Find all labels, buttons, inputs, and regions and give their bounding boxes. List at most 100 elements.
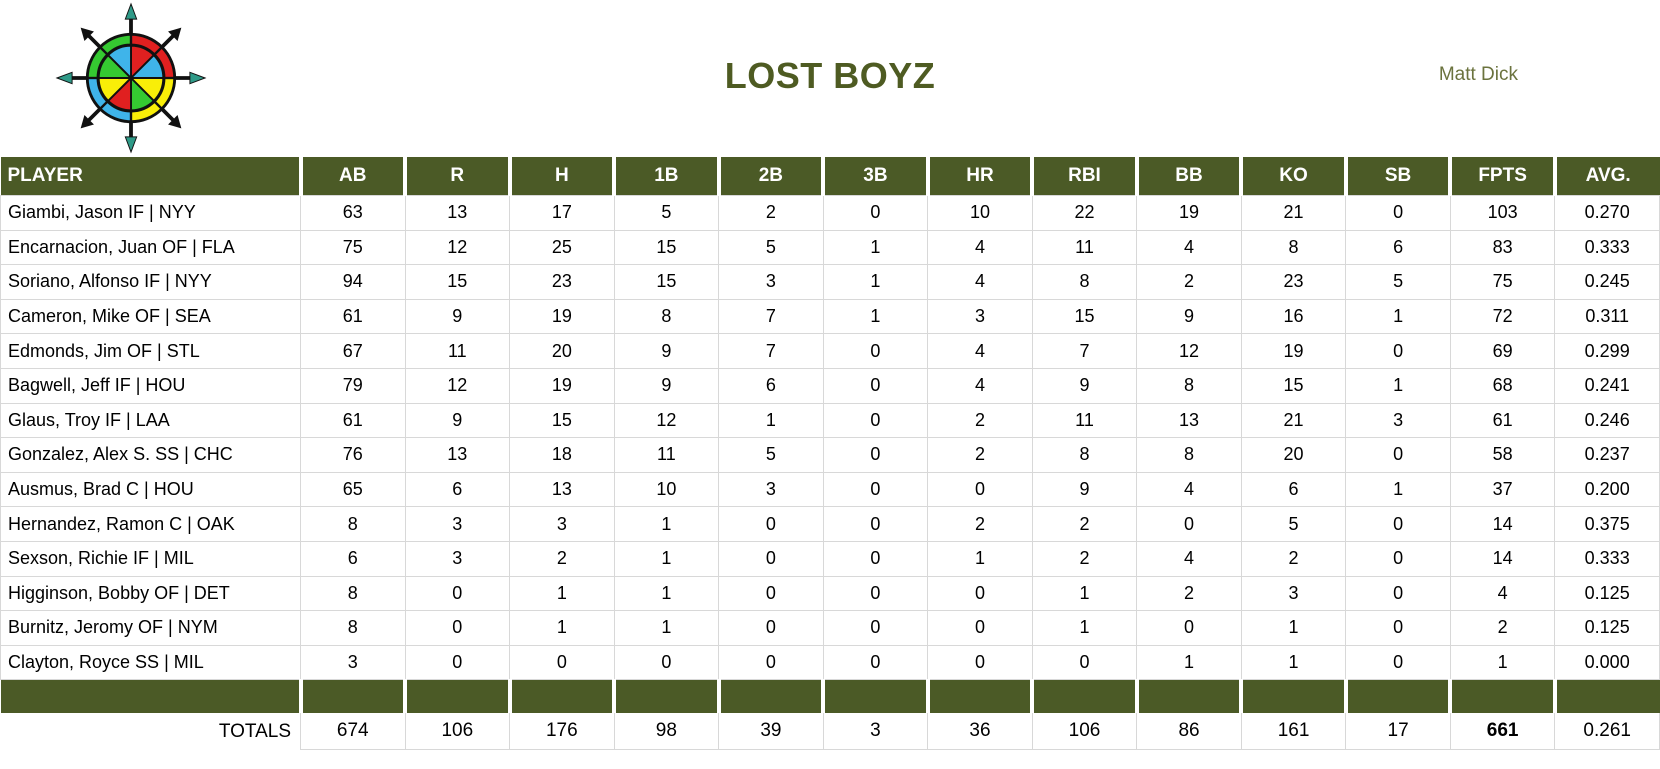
totals-stat-cell[interactable]: 98 [613,713,720,751]
stat-cell[interactable]: 0 [822,471,929,508]
stat-cell[interactable]: 3 [718,471,824,508]
stat-cell[interactable]: 4 [1136,229,1242,266]
col-header-fpts[interactable]: FPTS [1448,157,1555,196]
totals-stat-cell[interactable]: 674 [300,713,406,751]
stat-cell[interactable]: 0 [822,367,929,404]
stat-cell[interactable]: 8 [1240,229,1347,266]
stat-cell[interactable]: 15 [613,229,720,266]
stat-cell[interactable]: 94 [300,264,406,300]
player-cell[interactable]: Hernandez, Ramon C | OAK [0,506,301,542]
stat-cell[interactable]: 1 [1449,644,1556,681]
stat-cell[interactable]: 1 [1136,644,1242,681]
stat-cell[interactable]: 13 [404,437,511,473]
stat-cell[interactable]: 0 [822,333,929,369]
stat-cell[interactable]: 3 [404,506,511,542]
stat-cell[interactable]: 5 [613,195,720,231]
stat-cell[interactable]: 0 [1345,195,1451,231]
stat-cell[interactable]: 1 [822,298,929,335]
stat-cell[interactable]: 1 [1031,575,1138,612]
stat-cell[interactable]: 8 [1136,437,1242,473]
stat-cell[interactable]: 19 [1240,333,1347,369]
stat-cell[interactable]: 0 [718,644,824,681]
stat-cell[interactable]: 7 [718,333,824,369]
stat-cell[interactable]: 19 [509,298,615,335]
stat-cell[interactable]: 0 [1345,506,1451,542]
player-cell[interactable]: Bagwell, Jeff IF | HOU [0,367,301,404]
stat-cell[interactable]: 0 [822,575,929,612]
stat-cell[interactable]: 3 [509,506,615,542]
stat-cell[interactable]: 0 [822,195,929,231]
stat-cell[interactable]: 76 [300,437,406,473]
stat-cell[interactable]: 0 [927,610,1033,646]
stat-cell[interactable]: 15 [1240,367,1347,404]
stat-cell[interactable]: 4 [927,229,1033,266]
stat-cell[interactable]: 3 [718,264,824,300]
stat-cell[interactable]: 11 [613,437,720,473]
stat-cell[interactable]: 0.245 [1554,264,1660,300]
stat-cell[interactable]: 23 [509,264,615,300]
player-cell[interactable]: Higginson, Bobby OF | DET [0,575,301,612]
stat-cell[interactable]: 21 [1240,195,1347,231]
stat-cell[interactable]: 1 [1240,610,1347,646]
col-header-r[interactable]: R [403,157,510,196]
totals-stat-cell[interactable]: 661 [1449,713,1556,751]
stat-cell[interactable]: 12 [404,229,511,266]
player-cell[interactable]: Burnitz, Jeromy OF | NYM [0,610,301,646]
stat-cell[interactable]: 37 [1449,471,1556,508]
stat-cell[interactable]: 61 [300,402,406,439]
stat-cell[interactable]: 8 [300,506,406,542]
stat-cell[interactable]: 10 [927,195,1033,231]
stat-cell[interactable]: 9 [404,298,511,335]
stat-cell[interactable]: 1 [927,540,1033,577]
stat-cell[interactable]: 61 [1449,402,1556,439]
stat-cell[interactable]: 5 [718,229,824,266]
stat-cell[interactable]: 8 [300,575,406,612]
stat-cell[interactable]: 0 [1345,610,1451,646]
stat-cell[interactable]: 83 [1449,229,1556,266]
stat-cell[interactable]: 0 [1136,506,1242,542]
player-cell[interactable]: Clayton, Royce SS | MIL [0,644,301,681]
stat-cell[interactable]: 1 [613,610,720,646]
stat-cell[interactable]: 2 [1449,610,1556,646]
player-cell[interactable]: Glaus, Troy IF | LAA [0,402,301,439]
stat-cell[interactable]: 0 [1136,610,1242,646]
stat-cell[interactable]: 18 [509,437,615,473]
stat-cell[interactable]: 9 [404,402,511,439]
stat-cell[interactable]: 4 [1449,575,1556,612]
col-header-h[interactable]: H [507,157,615,196]
stat-cell[interactable]: 0 [927,471,1033,508]
stat-cell[interactable]: 15 [1031,298,1138,335]
stat-cell[interactable]: 1 [613,575,720,612]
stat-cell[interactable]: 8 [1136,367,1242,404]
stat-cell[interactable]: 5 [1240,506,1347,542]
stat-cell[interactable]: 5 [1345,264,1451,300]
stat-cell[interactable]: 12 [1136,333,1242,369]
stat-cell[interactable]: 12 [404,367,511,404]
col-header-player[interactable]: PLAYER [0,157,301,196]
stat-cell[interactable]: 0 [822,610,929,646]
stat-cell[interactable]: 15 [613,264,720,300]
stat-cell[interactable]: 2 [1136,575,1242,612]
stat-cell[interactable]: 1 [1345,298,1451,335]
col-header-3b[interactable]: 3B [821,157,928,196]
stat-cell[interactable]: 79 [300,367,406,404]
stat-cell[interactable]: 0 [1345,644,1451,681]
stat-cell[interactable]: 22 [1031,195,1138,231]
stat-cell[interactable]: 20 [1240,437,1347,473]
stat-cell[interactable]: 9 [613,333,720,369]
stat-cell[interactable]: 9 [1031,367,1138,404]
stat-cell[interactable]: 2 [1031,506,1138,542]
player-cell[interactable]: Edmonds, Jim OF | STL [0,333,301,369]
stat-cell[interactable]: 0 [1345,575,1451,612]
stat-cell[interactable]: 0 [718,610,824,646]
stat-cell[interactable]: 0.333 [1554,540,1660,577]
stat-cell[interactable]: 2 [718,195,824,231]
stat-cell[interactable]: 0.000 [1554,644,1660,681]
stat-cell[interactable]: 1 [1240,644,1347,681]
stat-cell[interactable]: 0.299 [1554,333,1660,369]
stat-cell[interactable]: 17 [509,195,615,231]
player-cell[interactable]: Sexson, Richie IF | MIL [0,540,301,577]
stat-cell[interactable]: 2 [1136,264,1242,300]
stat-cell[interactable]: 0.246 [1554,402,1660,439]
stat-cell[interactable]: 13 [404,195,511,231]
